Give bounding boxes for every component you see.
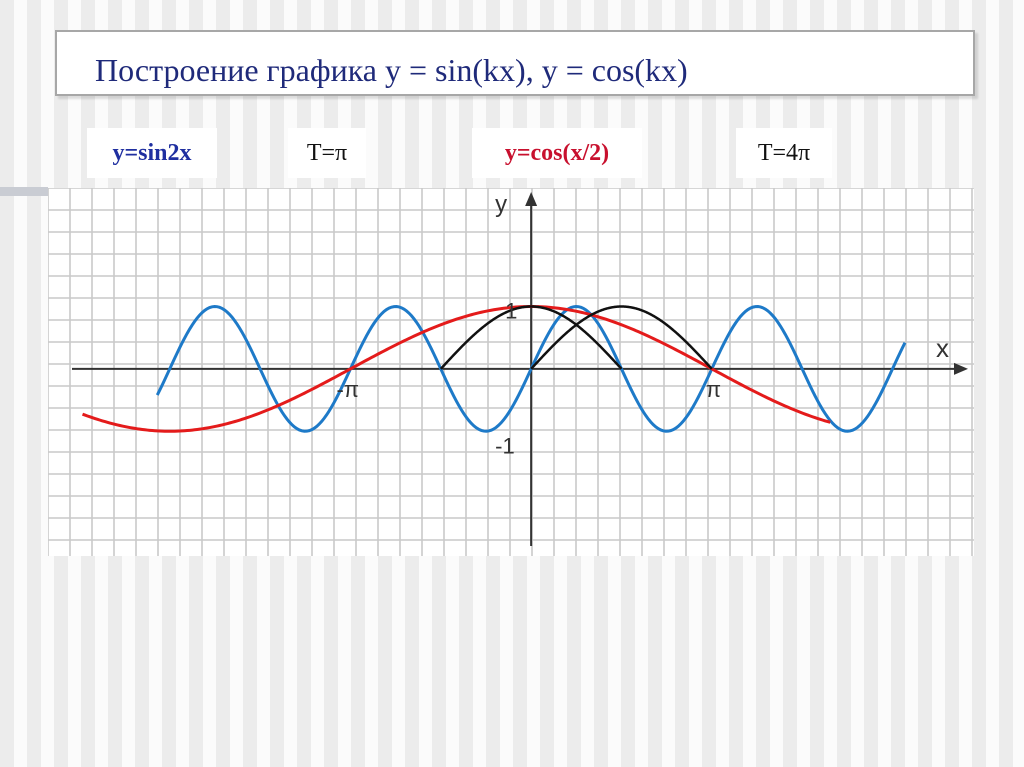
cos-period-label: T=4π xyxy=(736,128,832,178)
sin-period-label: T=π xyxy=(288,128,366,178)
cos-formula-label: y=cos(x/2) xyxy=(472,128,642,178)
series-line-sin-x-plus-half-pi xyxy=(439,305,623,370)
tick-label-x-neg-pi: -π xyxy=(336,377,359,402)
chart-grid xyxy=(48,188,974,556)
chart-labels: y x 1 -1 -π π xyxy=(336,191,949,458)
chart-series xyxy=(81,305,907,433)
chart-axes xyxy=(72,192,968,546)
y-axis-arrow xyxy=(525,192,538,206)
tick-label-y-minus-one: -1 xyxy=(495,433,515,458)
chart-background xyxy=(48,188,974,556)
y-axis-label: y xyxy=(495,191,507,218)
tick-label-y-one: 1 xyxy=(505,299,517,324)
slide-title: Построение графика y = sin(kx), y = cos(… xyxy=(95,52,688,88)
series-line-cos-x-half xyxy=(81,305,831,433)
tick-label-x-pi: π xyxy=(706,377,721,402)
sin-formula-label: y=sin2x xyxy=(87,128,217,178)
accent-bar xyxy=(0,187,48,196)
series-line-sin-x xyxy=(530,305,713,370)
x-axis-label: x xyxy=(936,333,949,363)
title-box: Построение графика y = sin(kx), y = cos(… xyxy=(55,30,975,96)
x-axis-arrow xyxy=(954,362,968,375)
chart: y x 1 -1 -π π xyxy=(48,188,974,556)
